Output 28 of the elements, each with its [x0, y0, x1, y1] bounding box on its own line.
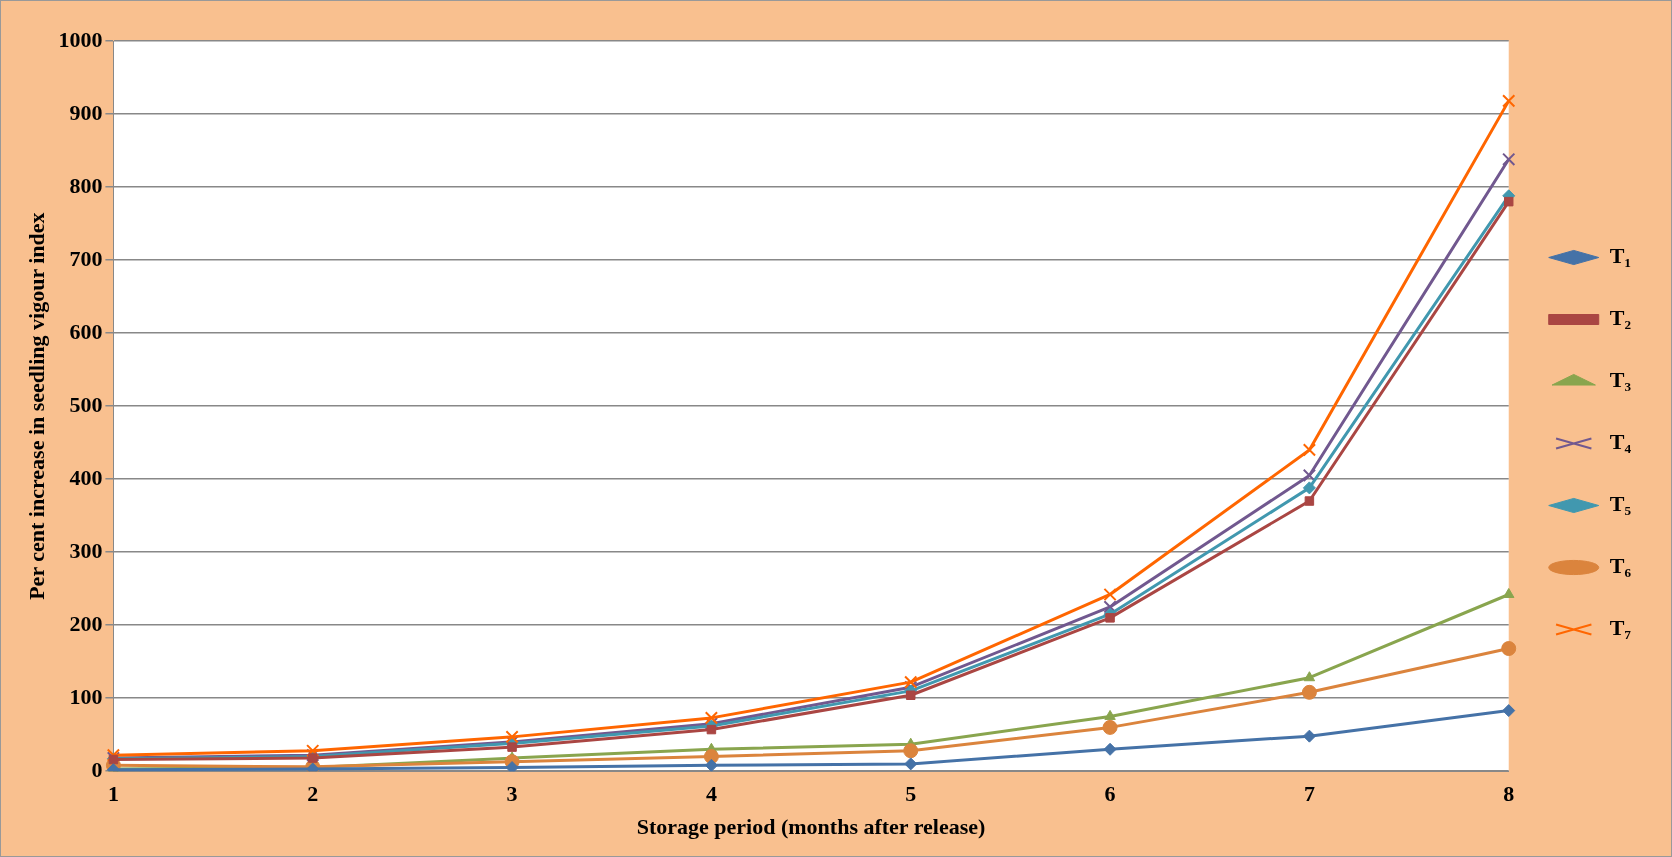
x-axis-title: Storage period (months after release) — [636, 814, 986, 840]
x-tick-label: 2 — [307, 781, 319, 807]
y-axis-title: Per cent increase in seedling vigour index — [23, 212, 49, 600]
x-tick-label: 6 — [1104, 781, 1116, 807]
y-tick-label: 600 — [69, 318, 103, 344]
y-tick-label: 800 — [69, 172, 103, 198]
legend-label: T₂ — [1609, 305, 1632, 331]
y-tick-label: 400 — [69, 464, 103, 490]
x-tick-label: 8 — [1503, 781, 1515, 807]
y-tick-label: 1000 — [58, 26, 103, 52]
y-tick-label: 200 — [69, 610, 103, 636]
y-tick-label: 700 — [69, 245, 103, 271]
x-tick-label: 3 — [506, 781, 518, 807]
y-tick-label: 900 — [69, 99, 103, 125]
x-tick-label: 7 — [1303, 781, 1315, 807]
legend-label: T₁ — [1609, 243, 1632, 269]
x-tick-label: 5 — [905, 781, 917, 807]
y-tick-label: 0 — [91, 756, 103, 782]
y-tick-label: 500 — [69, 391, 103, 417]
x-tick-label: 1 — [107, 781, 119, 807]
legend-label: T₅ — [1609, 491, 1632, 517]
y-tick-label: 300 — [69, 537, 103, 563]
y-tick-label: 100 — [69, 683, 103, 709]
legend-label: T₄ — [1609, 429, 1632, 455]
legend-label: T₃ — [1609, 367, 1632, 393]
x-tick-label: 4 — [705, 781, 717, 807]
legend-label: T₇ — [1609, 615, 1632, 641]
legend-label: T₆ — [1609, 553, 1632, 579]
